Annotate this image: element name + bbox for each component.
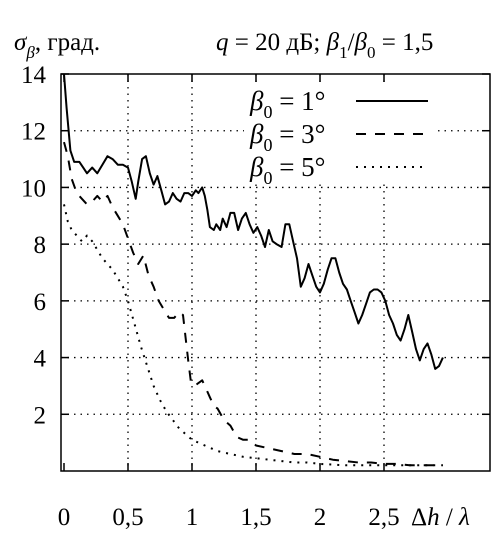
legend-label: β0 = 3°	[249, 119, 325, 155]
y-tick-label: 10	[21, 175, 46, 202]
y-tick-label: 4	[34, 346, 47, 373]
legend: β0 = 1°β0 = 3°β0 = 5°	[244, 86, 434, 188]
condition-label: q = 20 дБ; β1/β0 = 1,5	[216, 29, 433, 62]
x-tick-label: 2	[314, 504, 327, 531]
legend-label: β0 = 5°	[249, 152, 325, 188]
y-tick-label: 14	[21, 62, 47, 89]
x-tick-label: 2,5	[368, 504, 399, 531]
x-axis-title: Δh / λ	[411, 504, 470, 531]
x-tick-label: 1,5	[240, 504, 271, 531]
y-tick-label: 8	[34, 232, 47, 259]
y-tick-label: 12	[21, 119, 46, 146]
y-tick-label: 6	[34, 289, 47, 316]
x-tick-label: 0,5	[112, 504, 143, 531]
x-tick-label: 1	[186, 504, 199, 531]
x-tick-label: 0	[58, 504, 71, 531]
legend-label: β0 = 1°	[249, 86, 325, 122]
y-axis-title: σβ, град.	[14, 29, 100, 62]
y-tick-label: 2	[34, 402, 47, 429]
